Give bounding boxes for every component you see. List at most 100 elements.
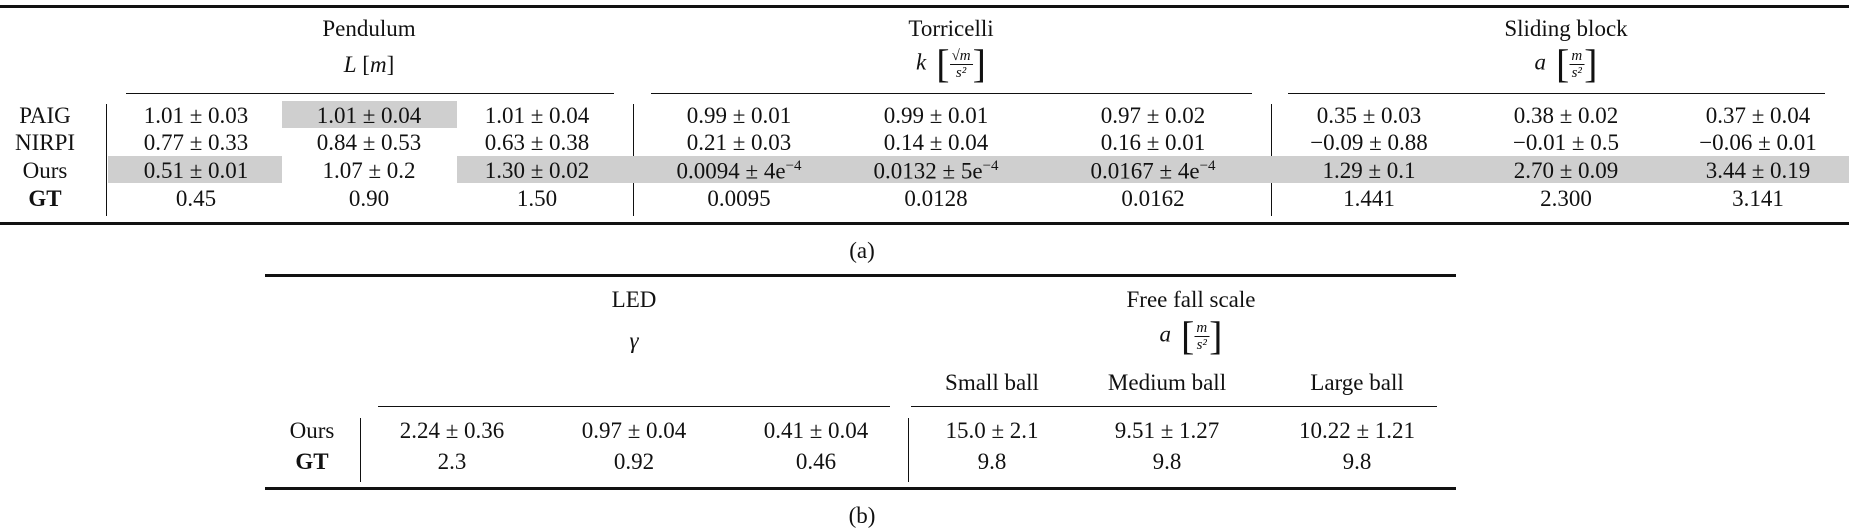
cell-value: 3.44 ± 0.19	[1705, 158, 1811, 183]
table-cell: 0.0132 ± 5e−4	[873, 158, 998, 185]
table-cell: 0.90	[349, 186, 389, 212]
table-cell: 3.44 ± 0.19	[1706, 158, 1811, 184]
cell-value: 0.99 ± 0.01	[686, 103, 792, 128]
highlight-cell	[633, 156, 842, 183]
cell-value: 2.70 ± 0.09	[1513, 158, 1619, 183]
table-cell: 0.92	[613, 449, 655, 474]
table-cell: −0.01 ± 0.5	[1513, 130, 1619, 156]
row-label: Ours	[22, 158, 68, 183]
cell-value: 0.45	[175, 186, 217, 211]
table-cell: 0.97 ± 0.04	[581, 418, 687, 443]
highlight-cell	[842, 156, 1047, 183]
table-cell: −0.09 ± 0.88	[1310, 130, 1428, 156]
cell-value: −0.01 ± 0.5	[1512, 130, 1620, 155]
unit-fraction: √m s²	[949, 47, 973, 81]
unit-fraction: m s²	[1194, 319, 1210, 353]
table-cell: 0.0167 ± 4e−4	[1090, 158, 1215, 185]
top-rule	[0, 5, 1849, 8]
group-title: LED	[611, 287, 657, 312]
table-cell: 1.01 ± 0.03	[144, 103, 249, 129]
column-subheader: Medium ball	[1107, 370, 1227, 395]
column-subheader: Small ball	[945, 370, 1039, 395]
unit-denominator: s²	[1196, 336, 1207, 353]
highlight-cell	[282, 101, 457, 128]
unit: m	[369, 52, 387, 77]
table-cell: 0.99 ± 0.01	[884, 103, 989, 129]
table-cell: 0.84 ± 0.53	[317, 130, 422, 156]
table-cell: 0.21 ± 0.03	[687, 130, 792, 156]
table-cell: 0.14 ± 0.04	[884, 130, 989, 156]
highlight-cell	[108, 156, 282, 183]
group-rule	[126, 93, 614, 94]
unit-numerator: √m	[949, 47, 973, 65]
bottom-rule	[0, 222, 1849, 225]
unit-numerator: m	[1194, 319, 1210, 337]
table-cell: 0.97 ± 0.02	[1101, 103, 1206, 129]
unit-denominator: s²	[1571, 64, 1582, 81]
group-rule	[911, 406, 1437, 407]
cell-value: 0.63 ± 0.38	[484, 130, 590, 155]
table-cell: 9.8	[1342, 449, 1372, 474]
cell-exponent: −4	[785, 158, 802, 174]
unit-denominator: s²	[955, 64, 967, 81]
cell-value: 0.38 ± 0.02	[1513, 103, 1619, 128]
unit-fraction: m s²	[1569, 47, 1585, 81]
symbol: a	[1534, 49, 1547, 75]
table-cell: 0.37 ± 0.04	[1706, 103, 1811, 129]
unit-numerator: m	[1569, 47, 1585, 65]
cell-value: 0.0128	[904, 186, 968, 211]
table-cell: 0.0162	[1121, 186, 1184, 212]
group-unit: γ	[629, 328, 638, 354]
table-cell: 0.51 ± 0.01	[144, 158, 249, 184]
symbol: k	[916, 49, 927, 75]
table-cell: 0.0094 ± 4e−4	[676, 158, 801, 185]
cell-value: 0.21 ± 0.03	[686, 130, 792, 155]
cell-value: 1.07 ± 0.2	[322, 158, 416, 183]
cell-value: 3.141	[1732, 186, 1784, 211]
table-cell: 0.38 ± 0.02	[1514, 103, 1619, 129]
cell-value: 2.300	[1540, 186, 1592, 211]
table-cell: 1.07 ± 0.2	[322, 158, 415, 184]
table-cell: 0.0128	[904, 186, 967, 212]
cell-value: 0.35 ± 0.03	[1316, 103, 1422, 128]
group-unit: k [√m s²]	[916, 41, 986, 86]
cell-value: −0.09 ± 0.88	[1310, 130, 1428, 155]
column-subheader: Large ball	[1310, 370, 1404, 395]
cell-value: 0.84 ± 0.53	[316, 130, 422, 155]
cell-value: 0.51 ± 0.01	[143, 158, 249, 183]
cell-value: 0.99 ± 0.01	[883, 103, 989, 128]
table-cell: 3.141	[1732, 186, 1784, 212]
cell-value: 1.01 ± 0.04	[484, 103, 590, 128]
cell-value: 0.0094 ± 4e	[676, 158, 786, 184]
table-cell: 15.0 ± 2.1	[945, 418, 1039, 443]
row-label: PAIG	[19, 103, 71, 128]
table-cell: 9.51 ± 1.27	[1114, 418, 1220, 443]
group-unit: a [m s²]	[1534, 41, 1598, 86]
highlight-cell	[1665, 156, 1849, 183]
cell-value: 0.14 ± 0.04	[883, 130, 989, 155]
table-cell: 0.77 ± 0.33	[144, 130, 249, 156]
group-rule	[378, 406, 890, 407]
table-cell: 2.3	[437, 449, 467, 474]
highlight-cell	[1470, 156, 1665, 183]
cell-value: 0.0132 ± 5e	[873, 158, 983, 184]
table-cell: 2.70 ± 0.09	[1514, 158, 1619, 184]
caption-b: (b)	[848, 503, 876, 528]
cell-value: 1.29 ± 0.1	[1322, 158, 1416, 183]
cell-exponent: −4	[1199, 158, 1216, 174]
row-label: Ours	[289, 418, 335, 443]
table-cell: 0.63 ± 0.38	[485, 130, 590, 156]
cell-value: 0.0095	[707, 186, 771, 211]
table-cell: 1.30 ± 0.02	[485, 158, 590, 184]
group-unit: a [m s²]	[1159, 313, 1223, 358]
cell-value: 0.37 ± 0.04	[1705, 103, 1811, 128]
table-cell: 0.41 ± 0.04	[763, 418, 869, 443]
row-label: GT	[295, 449, 329, 474]
cell-value: 1.01 ± 0.03	[143, 103, 249, 128]
table-cell: 0.16 ± 0.01	[1101, 130, 1206, 156]
cell-value: 0.0162	[1121, 186, 1185, 211]
caption-a: (a)	[849, 238, 875, 263]
cell-value: 1.01 ± 0.04	[316, 103, 422, 128]
cell-value: 1.30 ± 0.02	[484, 158, 590, 183]
cell-value: 1.441	[1343, 186, 1395, 211]
